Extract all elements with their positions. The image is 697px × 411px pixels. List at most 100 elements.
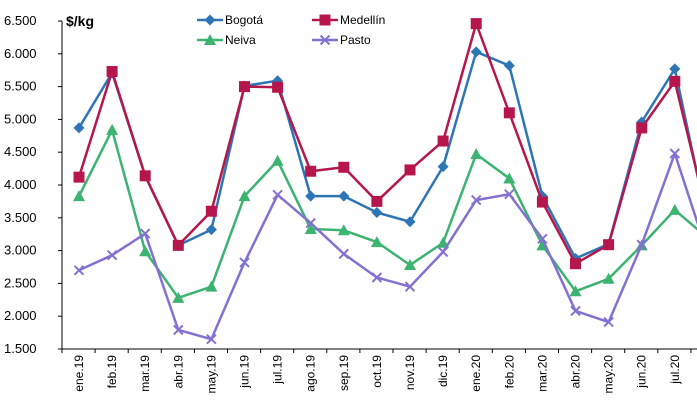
data-point <box>437 246 449 258</box>
data-point <box>503 172 516 184</box>
y-tick-label: 2.000 <box>4 308 37 323</box>
y-tick-label: 6.000 <box>4 46 37 61</box>
series-pasto <box>73 148 697 345</box>
legend-label: Pasto <box>340 33 371 47</box>
data-point <box>305 190 317 202</box>
data-point <box>173 324 184 336</box>
y-tick-label: 5.000 <box>4 111 37 126</box>
data-point <box>537 233 548 244</box>
data-point <box>205 205 217 217</box>
data-point <box>139 228 151 239</box>
y-tick-label: 1.500 <box>4 341 37 356</box>
y-tick-label: 4.500 <box>4 144 37 159</box>
data-point <box>271 154 284 166</box>
data-point <box>470 46 482 58</box>
y-tick-label: 6.500 <box>4 13 37 28</box>
data-point <box>338 248 350 260</box>
data-point <box>404 281 416 292</box>
data-point <box>239 257 250 268</box>
data-point <box>371 272 383 283</box>
data-point <box>371 207 383 219</box>
data-point <box>503 107 515 119</box>
legend-item: Neiva <box>197 33 256 47</box>
data-point <box>371 195 383 207</box>
x-tick-label: feb.19 <box>105 355 119 389</box>
data-point <box>305 217 316 229</box>
data-point <box>205 224 217 236</box>
data-point <box>73 171 85 183</box>
y-tick-label: 3.500 <box>4 210 37 225</box>
data-point <box>570 258 581 270</box>
series-group <box>73 18 697 345</box>
data-point <box>172 239 184 251</box>
data-point <box>73 265 85 276</box>
data-point <box>404 216 416 228</box>
data-point <box>319 34 331 46</box>
series-line <box>77 128 697 300</box>
data-point <box>338 161 350 173</box>
legend-item: Pasto <box>312 33 371 47</box>
x-tick-label: mar.19 <box>138 355 152 392</box>
y-tick-label: 3.000 <box>4 243 37 258</box>
data-point <box>470 18 482 30</box>
data-point <box>139 245 152 257</box>
data-point <box>238 190 251 202</box>
data-point <box>437 135 449 147</box>
data-point <box>106 66 118 78</box>
data-point <box>106 249 118 261</box>
data-point <box>536 196 548 208</box>
data-point <box>73 190 85 202</box>
data-point <box>404 259 416 271</box>
data-point <box>73 122 85 134</box>
data-point <box>404 164 416 176</box>
x-tick-label: may.19 <box>204 355 218 394</box>
data-point <box>669 148 681 159</box>
data-point <box>172 291 185 303</box>
data-point <box>204 34 216 45</box>
data-point <box>503 60 515 72</box>
x-tick-label: nov.19 <box>403 355 417 390</box>
series-line <box>77 22 697 265</box>
x-tick-label: feb.20 <box>502 355 516 389</box>
data-point <box>304 222 317 234</box>
data-point <box>370 236 383 248</box>
data-point <box>570 305 581 317</box>
x-tick-label: sep.19 <box>337 355 351 391</box>
series-line <box>77 50 697 260</box>
data-point <box>206 333 217 345</box>
data-point <box>504 188 515 200</box>
x-tick-label: ene.19 <box>72 355 86 392</box>
data-point <box>669 75 681 87</box>
legend: Bogotá Medellín Neiva Pasto <box>197 13 385 47</box>
data-point <box>305 165 317 177</box>
x-tick-label: jun.20 <box>635 355 649 389</box>
data-point <box>470 148 483 160</box>
x-tick-label: jul.19 <box>271 355 285 385</box>
data-point <box>338 190 350 202</box>
legend-label: Neiva <box>225 33 256 47</box>
data-point <box>603 316 614 328</box>
data-point <box>636 239 647 250</box>
x-tick-label: oct.19 <box>370 355 384 388</box>
data-point <box>669 63 681 75</box>
axes <box>61 21 697 350</box>
x-tick-label: may.20 <box>602 355 616 394</box>
x-tick-label: jul.20 <box>668 355 682 385</box>
data-point <box>602 272 615 284</box>
data-point <box>272 189 283 201</box>
data-point <box>636 122 648 134</box>
data-point <box>205 280 218 292</box>
x-tick-label: mar.20 <box>535 355 549 392</box>
data-point <box>470 194 482 206</box>
legend-item: Medellín <box>312 13 385 27</box>
data-point <box>668 203 681 215</box>
data-point <box>569 285 582 297</box>
data-point <box>272 81 284 93</box>
data-point <box>603 239 615 251</box>
y-axis-unit-label: $/kg <box>66 13 94 29</box>
x-tick-label: abr.20 <box>569 355 583 389</box>
x-tick-label: ago.19 <box>304 355 318 392</box>
data-point <box>319 14 331 26</box>
series-neiva <box>73 123 697 303</box>
